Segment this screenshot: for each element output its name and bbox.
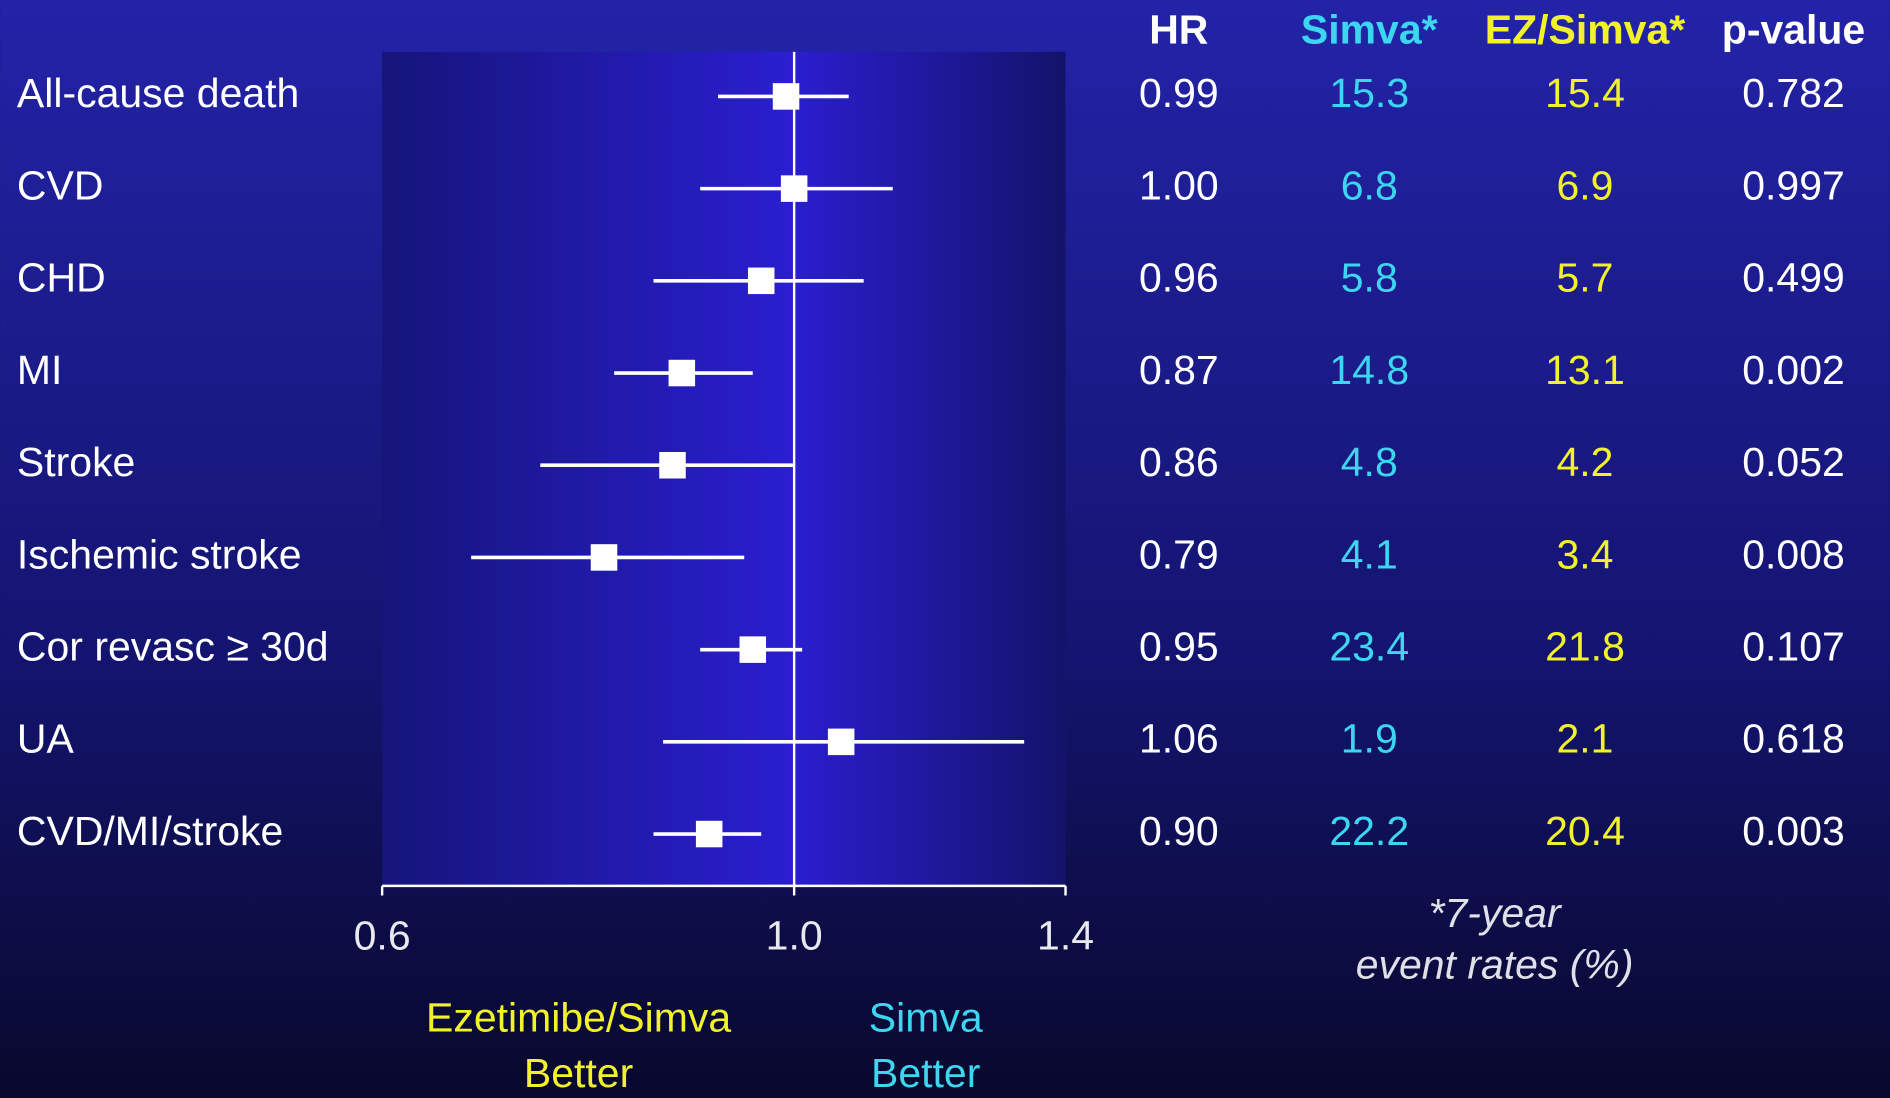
x-tick-label: 1.0: [766, 913, 823, 959]
row-label: CHD: [17, 255, 106, 301]
table-cell: 0.79: [1139, 531, 1219, 577]
table-cell: 5.7: [1557, 255, 1614, 301]
point-estimate: [747, 267, 775, 295]
table-cell: 0.86: [1139, 439, 1219, 485]
table-cell: 2.1: [1557, 716, 1614, 762]
favors-label: Simva: [869, 995, 983, 1041]
table-cell: 0.052: [1742, 439, 1845, 485]
table-cell: 6.9: [1557, 162, 1614, 208]
point-estimate: [668, 359, 696, 387]
table-cell: 0.782: [1742, 70, 1845, 116]
point-estimate: [780, 175, 808, 202]
footnote: event rates (%): [1356, 942, 1634, 988]
point-estimate: [590, 544, 618, 571]
table-cell: 1.06: [1139, 716, 1219, 762]
table-cell: 0.997: [1742, 162, 1845, 208]
table-cell: 1.00: [1139, 162, 1219, 208]
point-estimate: [659, 451, 686, 479]
favors-label: Better: [524, 1050, 633, 1096]
table-cell: 22.2: [1329, 808, 1409, 854]
table-cell: 1.9: [1341, 716, 1398, 762]
x-tick-label: 1.4: [1037, 913, 1094, 959]
table-cell: 6.8: [1341, 162, 1398, 208]
table-cell: 4.1: [1341, 531, 1398, 577]
table-cell: 14.8: [1329, 347, 1409, 393]
row-label: Stroke: [17, 439, 135, 485]
footnote: *7-year: [1429, 890, 1563, 936]
table-cell: 0.003: [1742, 808, 1845, 854]
table-cell: 15.4: [1545, 70, 1625, 116]
table-cell: 0.90: [1139, 808, 1219, 854]
table-cell: 0.002: [1742, 347, 1845, 393]
favors-label: Better: [871, 1050, 980, 1096]
table-cell: 0.008: [1742, 531, 1845, 577]
row-label: Cor revasc ≥ 30d: [17, 623, 329, 669]
point-estimate: [739, 636, 767, 663]
table-cell: 0.87: [1139, 347, 1219, 393]
table-cell: 23.4: [1329, 623, 1409, 669]
column-header: p-value: [1722, 6, 1865, 52]
column-header: Simva*: [1301, 6, 1438, 52]
row-label: UA: [17, 716, 75, 762]
table-cell: 5.8: [1341, 255, 1398, 301]
table-cell: 0.107: [1742, 623, 1845, 669]
table-cell: 0.99: [1139, 70, 1219, 116]
x-tick-label: 0.6: [354, 913, 411, 959]
favors-label: Ezetimibe/Simva: [426, 995, 731, 1041]
plot-panel: [382, 51, 1066, 886]
column-header: HR: [1149, 6, 1208, 52]
row-label: All-cause death: [17, 70, 299, 116]
table-cell: 13.1: [1545, 347, 1625, 393]
row-label: Ischemic stroke: [17, 531, 302, 577]
table-cell: 0.96: [1139, 255, 1219, 301]
column-header: EZ/Simva*: [1485, 6, 1685, 52]
point-estimate: [772, 83, 800, 110]
point-estimate: [695, 820, 723, 848]
table-cell: 0.618: [1742, 716, 1845, 762]
table-cell: 4.2: [1557, 439, 1614, 485]
table-cell: 3.4: [1557, 531, 1614, 577]
row-label: MI: [17, 347, 63, 393]
table-cell: 0.95: [1139, 623, 1219, 669]
row-label: CVD/MI/stroke: [17, 808, 283, 854]
table-cell: 0.499: [1742, 255, 1845, 301]
table-cell: 4.8: [1341, 439, 1398, 485]
table-cell: 21.8: [1545, 623, 1625, 669]
point-estimate: [827, 728, 855, 756]
table-cell: 15.3: [1329, 70, 1409, 116]
table-cell: 20.4: [1545, 808, 1625, 854]
row-label: CVD: [17, 162, 104, 208]
